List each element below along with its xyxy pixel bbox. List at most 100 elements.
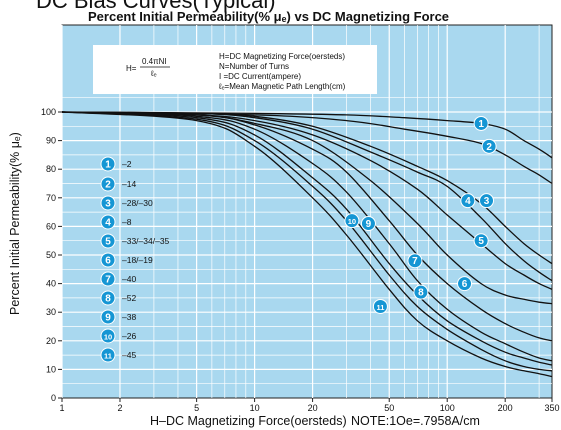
curve-badge-2: 2	[481, 138, 497, 154]
legend-badge-8-number: 8	[105, 294, 111, 305]
curve-badge-2-number: 2	[486, 142, 492, 153]
legend-badge-6-circle	[100, 252, 116, 268]
chart-supertitle: DC Bias Curves(Typical)	[36, 0, 276, 13]
legend-label: –40	[122, 274, 136, 284]
legend-label: –14	[122, 179, 136, 189]
legend-badge-11-number: 11	[104, 352, 112, 361]
y-tick-label: 10	[46, 364, 56, 374]
curve-badge-3-circle	[479, 193, 495, 209]
curve-badge-7-circle	[407, 253, 423, 269]
x-tick-label: 50	[384, 403, 394, 413]
curve-badge-6-number: 6	[462, 279, 468, 290]
legend-badge-2-number: 2	[105, 180, 111, 191]
chart-title: Percent Initial Permeability(% μₑ) vs DC…	[88, 9, 449, 24]
curve-badge-4-number: 4	[465, 196, 471, 207]
curve-badge-4: 4	[460, 193, 476, 209]
legend-badge-3-number: 3	[105, 199, 111, 210]
curve-badge-8-circle	[413, 284, 429, 300]
x-tick-label: 350	[544, 403, 559, 413]
curve-badge-10-circle	[344, 213, 360, 229]
x-tick-label: 200	[498, 403, 513, 413]
x-tick-label: 10	[250, 403, 260, 413]
legend-label: –28/–30	[122, 198, 153, 208]
curve-badge-1: 1	[473, 115, 489, 131]
y-tick-label: 80	[46, 164, 56, 174]
legend-badge-11-circle	[100, 347, 116, 363]
legend-badge-9-circle	[100, 309, 116, 325]
legend-badge-7-number: 7	[105, 275, 111, 286]
curve-7	[61, 111, 553, 342]
formula-numerator: 0.4πNI	[142, 57, 167, 66]
curve-10	[61, 111, 553, 372]
formula-denominator: ℓₑ	[150, 69, 157, 78]
legend-badge-8: 8	[100, 290, 116, 306]
y-tick-label: 90	[46, 136, 56, 146]
legend-label: –33/–34/–35	[122, 236, 170, 246]
curve-badge-8-number: 8	[418, 288, 424, 299]
legend-badge-10-number: 10	[104, 333, 112, 342]
y-tick-label: 40	[46, 279, 56, 289]
legend-label: –26	[122, 331, 136, 341]
legend: 1 –2 2 –14 3 –28/–30 4 –8 5 –33/–34/–35 6 –18/–19 7 –…	[100, 156, 170, 363]
curve-badge-11-number: 11	[376, 303, 384, 312]
legend-badge-9-number: 9	[105, 313, 111, 324]
legend-badge-2-circle	[100, 176, 116, 192]
curve-badge-6: 6	[457, 276, 473, 292]
note-line-1: H=DC Magnetizing Force(oersteds)	[219, 52, 345, 61]
curve-3	[61, 111, 553, 265]
legend-badge-6-number: 6	[105, 256, 111, 267]
curve-2	[61, 111, 553, 185]
y-tick-label: 100	[41, 107, 56, 117]
curve-badge-9: 9	[360, 216, 376, 232]
info-box-bg	[93, 45, 377, 94]
legend-label: –2	[122, 159, 132, 169]
curve-badge-6-circle	[457, 276, 473, 292]
curve-badge-3-number: 3	[484, 196, 490, 207]
x-tick-label: 100	[440, 403, 455, 413]
legend-badge-4-number: 4	[105, 218, 111, 229]
curve-8	[61, 111, 553, 362]
x-tick-label: 20	[308, 403, 318, 413]
legend-badge-7: 7	[100, 271, 116, 287]
legend-badge-6: 6	[100, 252, 116, 268]
curve-badge-3: 3	[479, 193, 495, 209]
curve-9	[61, 111, 553, 366]
formula-lhs: H=	[126, 64, 137, 73]
curve-badge-8: 8	[413, 284, 429, 300]
legend-badge-9: 9	[100, 309, 116, 325]
curve-badge-9-number: 9	[366, 219, 372, 230]
legend-badge-10: 10	[100, 328, 116, 344]
x-tick-label: 2	[117, 403, 122, 413]
note-line-3: I =DC Current(ampere)	[219, 72, 301, 81]
legend-badge-3: 3	[100, 195, 116, 211]
legend-badge-5-circle	[100, 233, 116, 249]
legend-badge-5: 5	[100, 233, 116, 249]
y-tick-label: 0	[51, 393, 56, 403]
legend-badge-7-circle	[100, 271, 116, 287]
legend-badge-2: 2	[100, 176, 116, 192]
legend-label: –45	[122, 350, 136, 360]
curve-badge-11-circle	[372, 298, 388, 314]
legend-badge-10-circle	[100, 328, 116, 344]
curve-badge-7-number: 7	[412, 256, 418, 267]
curve-badge-4-circle	[460, 193, 476, 209]
info-box: H= 0.4πNI ℓₑ H=DC Magnetizing Force(oers…	[93, 45, 377, 94]
curve-1	[61, 111, 553, 159]
legend-badge-11: 11	[100, 347, 116, 363]
y-tick-label: 20	[46, 336, 56, 346]
x-axis-note: NOTE:1Oe=.7958A/cm	[351, 414, 480, 428]
curve-4	[61, 111, 553, 282]
legend-badge-4: 4	[100, 214, 116, 230]
legend-badge-1-circle	[100, 156, 116, 172]
curve-badge-11: 11	[372, 298, 388, 314]
curve-5	[61, 111, 553, 290]
legend-badge-5-number: 5	[105, 237, 111, 248]
curve-11	[61, 111, 553, 378]
curve-badge-5-number: 5	[478, 236, 484, 247]
legend-badge-3-circle	[100, 195, 116, 211]
note-line-4: ℓₑ=Mean Magnetic Path Length(cm)	[218, 82, 346, 91]
legend-badge-1-number: 1	[105, 160, 111, 171]
legend-label: –52	[122, 293, 136, 303]
x-tick-label: 1	[59, 403, 64, 413]
